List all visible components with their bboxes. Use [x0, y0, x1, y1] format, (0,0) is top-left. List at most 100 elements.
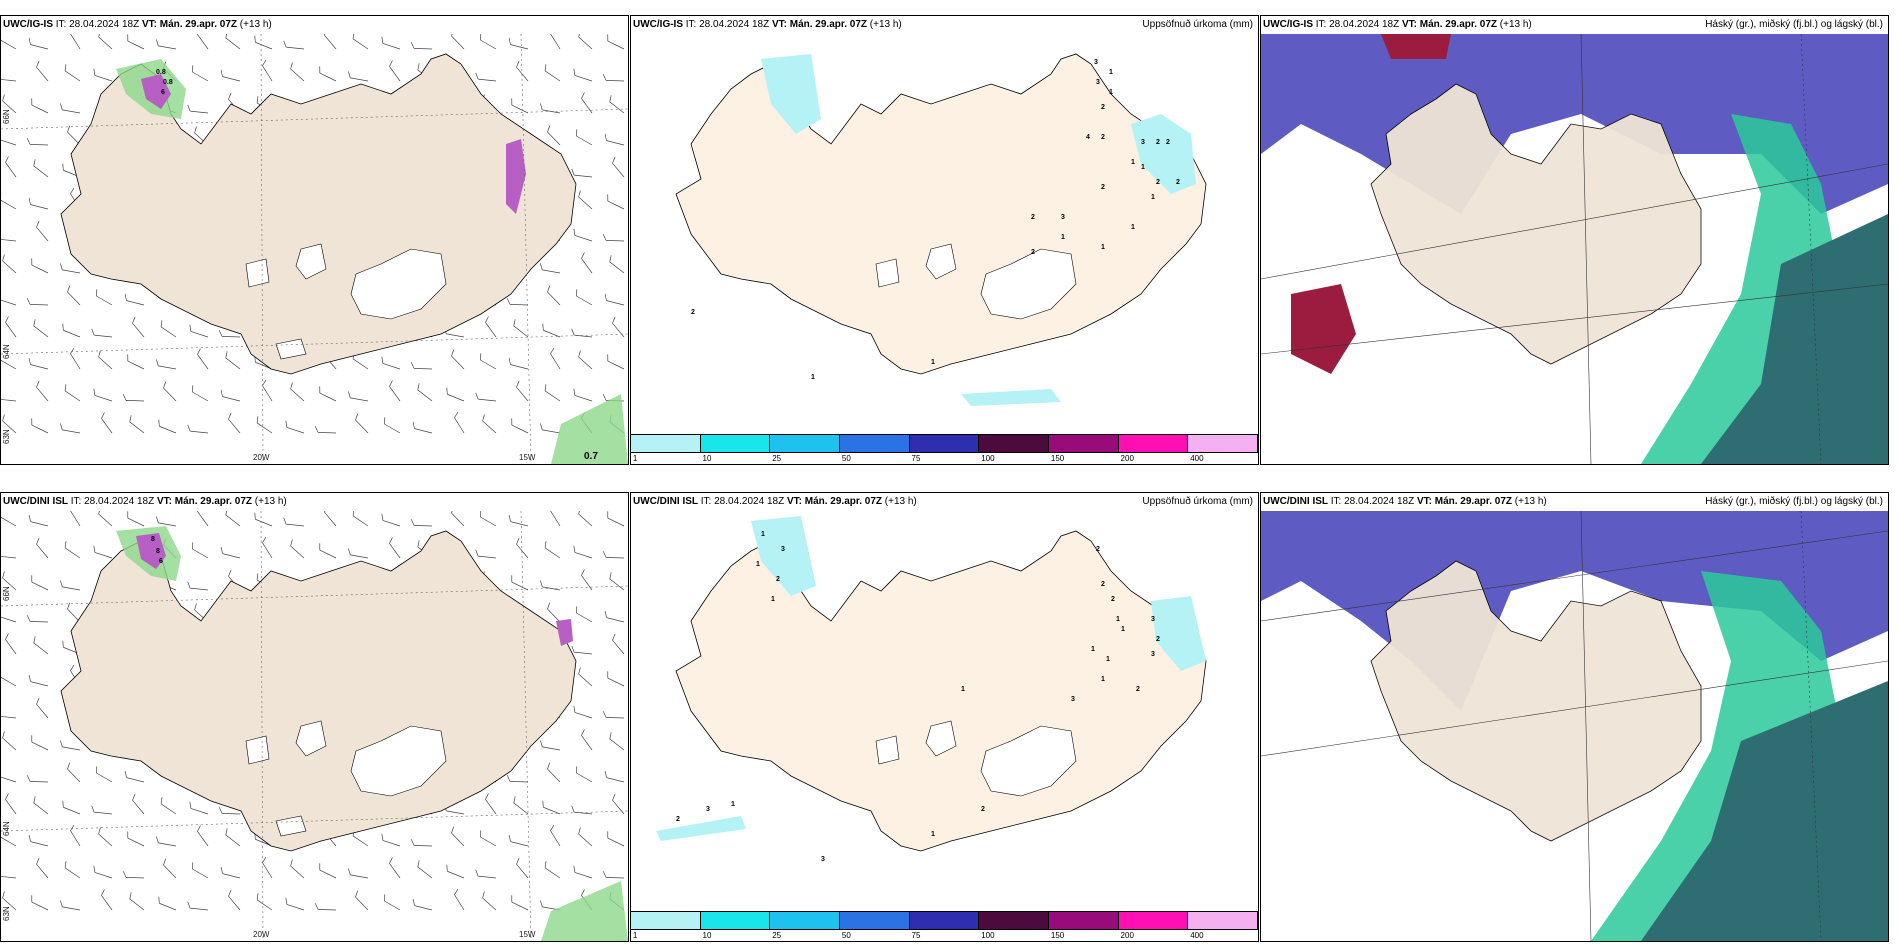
wind-barb — [550, 824, 561, 847]
wind-barb — [511, 98, 529, 114]
wind-barb — [28, 675, 49, 687]
glacier-langjokull — [925, 720, 957, 757]
wind-barb — [2, 891, 17, 911]
model-name: UWC/DINI ISL — [1263, 496, 1328, 507]
wind-barb — [381, 36, 401, 50]
wind-barb — [480, 511, 497, 527]
cloud-red-southwest — [1291, 284, 1356, 374]
wind-barb — [1, 139, 17, 146]
wind-barb — [410, 519, 433, 527]
wind-barb — [540, 740, 561, 751]
wind-barb — [540, 263, 561, 274]
wind-barb — [36, 857, 49, 879]
wind-barb — [544, 541, 561, 559]
wind-barb — [187, 581, 209, 591]
precip-amount-label: 1 — [1141, 164, 1145, 171]
iceland-land — [1370, 560, 1702, 842]
wind-barb — [454, 411, 465, 434]
precip-value: 0.8 — [163, 79, 173, 86]
panel-header: UWC/DINI ISL IT: 28.04.2024 18Z VT: Mán.… — [1, 493, 628, 511]
wind-barb — [578, 350, 593, 370]
wind-barb — [571, 805, 593, 815]
wind-barb — [578, 511, 593, 527]
wind-barb — [573, 388, 593, 402]
wind-barb — [254, 35, 273, 50]
lead-time: (+13 h) — [239, 19, 272, 30]
wind-barb — [5, 156, 17, 178]
colorbar-swatch — [631, 435, 701, 452]
model-name: UWC/IG-IS — [1263, 19, 1313, 30]
wind-barb — [1, 776, 17, 783]
precip-amount-label: 3 — [781, 546, 785, 553]
vt-label: VT: — [1401, 19, 1417, 30]
precip-amount-label: 1 — [1131, 224, 1135, 231]
colorbar-swatches — [631, 434, 1258, 453]
graticule-line — [1261, 660, 1888, 757]
wind-barb — [609, 255, 625, 274]
wind-barb — [1, 875, 17, 879]
wind-barb — [482, 891, 497, 911]
vt-value: Mán. 29.apr. 07Z — [804, 496, 883, 507]
wind-barb — [381, 513, 401, 527]
wind-barb — [33, 159, 49, 178]
wind-barb — [607, 34, 625, 50]
wind-barb — [132, 316, 145, 338]
precip-amount-label: 3 — [1096, 79, 1100, 86]
wind-barb — [33, 319, 49, 338]
wind-barb — [93, 865, 113, 879]
wind-barb — [547, 602, 561, 623]
colorbar-swatch — [1118, 912, 1189, 929]
panel-header: UWC/DINI ISL IT: 28.04.2024 18Z VT: Mán.… — [631, 493, 1258, 511]
lead-time: (+13 h) — [1514, 496, 1547, 507]
wind-barb — [262, 536, 273, 559]
wind-barb — [612, 633, 625, 655]
wind-barb — [36, 380, 49, 402]
wind-barb — [64, 64, 81, 82]
wind-barb — [156, 39, 177, 50]
wind-barb — [475, 869, 497, 879]
it-value: 28.04.2024 18Z — [69, 19, 140, 30]
panel-header: UWC/IG-IS IT: 28.04.2024 18Z VT: Mán. 29… — [631, 16, 1258, 34]
wind-barb — [26, 138, 49, 146]
wind-barb — [283, 517, 305, 527]
colorbar-tick-label: 100 — [981, 454, 995, 463]
colorbar-tick-label: 400 — [1190, 931, 1204, 940]
colorbar: 1 10 25 50 75 100 150 200 400 — [631, 434, 1258, 464]
wind-barb — [218, 330, 241, 338]
wind-barb — [550, 347, 561, 370]
wind-barb — [412, 899, 433, 911]
wind-barb — [1, 511, 17, 527]
wind-barb — [98, 827, 113, 847]
wind-barb — [262, 59, 273, 82]
wind-barb — [576, 129, 593, 146]
wind-barb — [262, 856, 273, 879]
it-label: IT: — [70, 496, 82, 507]
precip-amount-label: 1 — [1101, 244, 1105, 251]
wind-barb — [547, 762, 561, 783]
precip-amount-label: 1 — [1061, 234, 1065, 241]
wind-barb — [578, 667, 593, 687]
wind-barb — [475, 72, 497, 82]
wind-barb — [64, 541, 81, 559]
wind-barb — [28, 358, 49, 370]
wind-barb — [446, 864, 465, 879]
wind-barb — [581, 252, 593, 274]
wind-barb — [290, 859, 305, 879]
colorbar-tick-label: 200 — [1120, 931, 1134, 940]
it-label: IT: — [1315, 19, 1327, 30]
wind-barb — [576, 606, 593, 623]
wind-barb — [516, 380, 529, 402]
colorbar-swatch — [840, 435, 910, 452]
glacier-hofsjokull — [875, 735, 900, 765]
wind-barb — [612, 156, 625, 178]
wind-barb — [506, 298, 529, 306]
wind-barb — [516, 60, 529, 82]
wind-barb — [220, 390, 241, 402]
precip-amount-label: 2 — [1096, 546, 1100, 553]
wind-barb — [127, 511, 145, 527]
wind-barb — [612, 793, 625, 815]
wind-barb — [1, 398, 17, 402]
wind-map: 66N 64N 63N 20W 15W 0.8 0.8 6 0.7 — [1, 34, 628, 464]
